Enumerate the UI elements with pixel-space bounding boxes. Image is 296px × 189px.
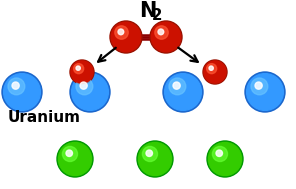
Circle shape xyxy=(207,141,243,177)
Circle shape xyxy=(80,82,87,89)
Circle shape xyxy=(204,61,226,83)
Circle shape xyxy=(155,26,168,39)
Circle shape xyxy=(4,74,40,110)
Circle shape xyxy=(110,21,142,53)
Circle shape xyxy=(150,21,182,53)
Circle shape xyxy=(74,64,84,74)
Circle shape xyxy=(163,72,203,112)
Circle shape xyxy=(165,74,201,110)
Circle shape xyxy=(173,82,180,89)
Circle shape xyxy=(146,150,152,156)
Circle shape xyxy=(203,60,227,84)
Circle shape xyxy=(111,22,141,52)
Text: Uranium: Uranium xyxy=(8,109,81,125)
Circle shape xyxy=(209,66,213,70)
Circle shape xyxy=(62,146,78,162)
Circle shape xyxy=(115,26,128,39)
Circle shape xyxy=(137,141,173,177)
Circle shape xyxy=(70,60,94,84)
Circle shape xyxy=(213,146,228,162)
Circle shape xyxy=(118,29,124,35)
Circle shape xyxy=(245,72,285,112)
Circle shape xyxy=(76,78,93,95)
Circle shape xyxy=(207,64,217,74)
Circle shape xyxy=(12,82,19,89)
Text: 2: 2 xyxy=(152,9,162,23)
Circle shape xyxy=(158,29,164,35)
Circle shape xyxy=(8,78,25,95)
Circle shape xyxy=(169,78,186,95)
Circle shape xyxy=(151,22,181,52)
Circle shape xyxy=(58,143,91,176)
Circle shape xyxy=(72,74,108,110)
Circle shape xyxy=(255,82,262,89)
Circle shape xyxy=(70,72,110,112)
Text: N: N xyxy=(139,1,157,21)
Circle shape xyxy=(71,61,93,83)
Circle shape xyxy=(251,78,268,95)
Circle shape xyxy=(216,150,223,156)
Circle shape xyxy=(208,143,242,176)
Circle shape xyxy=(76,66,80,70)
Circle shape xyxy=(142,146,157,162)
Circle shape xyxy=(139,143,172,176)
Circle shape xyxy=(247,74,283,110)
Circle shape xyxy=(57,141,93,177)
Circle shape xyxy=(2,72,42,112)
Circle shape xyxy=(66,150,73,156)
